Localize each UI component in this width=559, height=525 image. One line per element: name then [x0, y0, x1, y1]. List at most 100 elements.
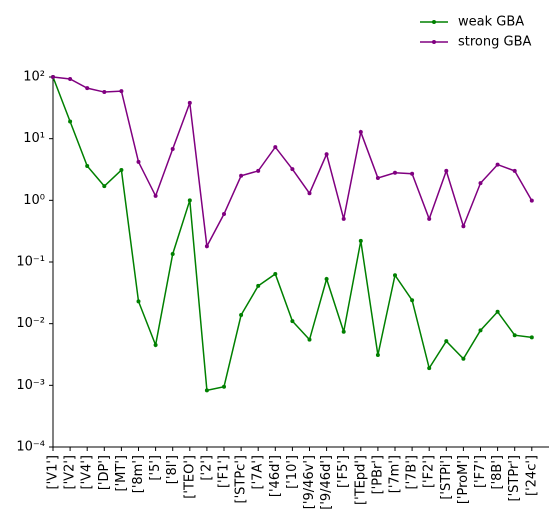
point — [444, 339, 449, 344]
point — [478, 181, 483, 186]
x-tick-label: ['MT'] — [114, 455, 129, 491]
x-tick-label: ['STPi'] — [439, 455, 454, 500]
point — [170, 251, 175, 256]
y-tick-label: 10⁻¹ — [16, 255, 45, 270]
point — [170, 146, 175, 151]
point — [187, 100, 192, 105]
point — [273, 271, 278, 276]
x-tick-label: ['STPc'] — [234, 455, 249, 503]
x-tick-label: ['V2'] — [63, 455, 78, 489]
point — [239, 173, 244, 178]
point — [529, 335, 534, 340]
legend-label: weak GBA — [458, 15, 524, 30]
x-tick-label: ['46d'] — [268, 455, 283, 497]
x-tick-label: ['10'] — [285, 455, 300, 489]
x-tick-label: ['F5'] — [336, 455, 351, 488]
legend-marker — [432, 40, 436, 44]
point — [153, 343, 158, 348]
x-tick-label: ['F2'] — [422, 455, 437, 488]
point — [136, 159, 141, 164]
point — [358, 238, 363, 243]
x-tick-label: ['PBr'] — [370, 455, 385, 494]
point — [512, 168, 517, 173]
point — [102, 184, 107, 189]
x-tick-label: ['2'] — [199, 455, 214, 481]
point — [410, 298, 415, 303]
point — [204, 388, 209, 393]
x-tick-label: ['8l'] — [165, 455, 180, 484]
legend-marker — [432, 20, 436, 24]
x-tick-label: ['7B'] — [405, 455, 420, 489]
point — [324, 152, 329, 157]
point — [324, 277, 329, 282]
point — [153, 193, 158, 198]
point — [239, 313, 244, 318]
series-line — [52, 76, 532, 392]
point — [136, 299, 141, 304]
point — [204, 244, 209, 249]
point — [358, 130, 363, 135]
point — [375, 353, 380, 358]
point — [85, 164, 90, 169]
x-tick-label: ['8m'] — [131, 455, 146, 493]
point — [529, 198, 534, 203]
point — [512, 333, 517, 338]
x-tick-label: ['STPr'] — [507, 455, 522, 501]
point — [307, 337, 312, 342]
point — [461, 224, 466, 229]
point — [222, 384, 226, 389]
point — [290, 167, 295, 172]
point — [427, 366, 432, 371]
point — [290, 319, 295, 324]
point — [495, 162, 500, 167]
y-tick-label: 10⁻⁴ — [16, 440, 45, 455]
point — [341, 329, 346, 334]
x-tick-label: ['ProM'] — [456, 455, 471, 504]
y-tick-label: 10¹ — [23, 131, 45, 146]
x-tick-label: ['V1'] — [46, 455, 61, 489]
x-tick-label: ['9/46v'] — [302, 455, 317, 509]
point — [51, 75, 55, 79]
point — [393, 170, 397, 175]
point — [119, 168, 124, 173]
point — [461, 356, 466, 361]
point — [478, 328, 483, 333]
point — [410, 171, 415, 176]
point — [341, 216, 346, 221]
point — [68, 119, 73, 124]
point — [427, 216, 432, 221]
point — [187, 198, 192, 203]
point — [85, 86, 90, 91]
x-tick-label: ['7m'] — [388, 455, 403, 493]
point — [375, 176, 380, 181]
x-tick-label: ['TEO'] — [182, 455, 197, 499]
y-tick-label: 10⁰ — [23, 193, 45, 208]
x-tick-label: ['7A'] — [251, 455, 266, 489]
y-tick-label: 10² — [23, 70, 45, 85]
point — [102, 90, 107, 95]
x-tick-label: ['24c'] — [524, 455, 539, 496]
x-tick-label: ['F7'] — [473, 455, 488, 488]
point — [222, 212, 226, 217]
point — [393, 273, 397, 278]
x-tick-label: ['5'] — [148, 455, 163, 481]
series-line — [52, 76, 533, 249]
point — [119, 89, 124, 94]
x-tick-label: ['V4'] — [80, 455, 95, 489]
point — [444, 168, 449, 173]
legend-label: strong GBA — [458, 35, 531, 50]
point — [256, 283, 261, 288]
x-tick-label: ['F1'] — [217, 455, 232, 488]
x-tick-label: ['9/46d'] — [319, 455, 334, 510]
x-tick-label: ['DP'] — [97, 455, 112, 490]
x-tick-label: ['8B'] — [490, 455, 505, 489]
point — [273, 145, 278, 150]
point — [68, 76, 73, 81]
point — [256, 168, 261, 173]
y-tick-label: 10⁻² — [16, 316, 45, 331]
point — [307, 191, 312, 196]
point — [495, 309, 500, 314]
x-tick-label: ['TEpd'] — [353, 455, 368, 505]
